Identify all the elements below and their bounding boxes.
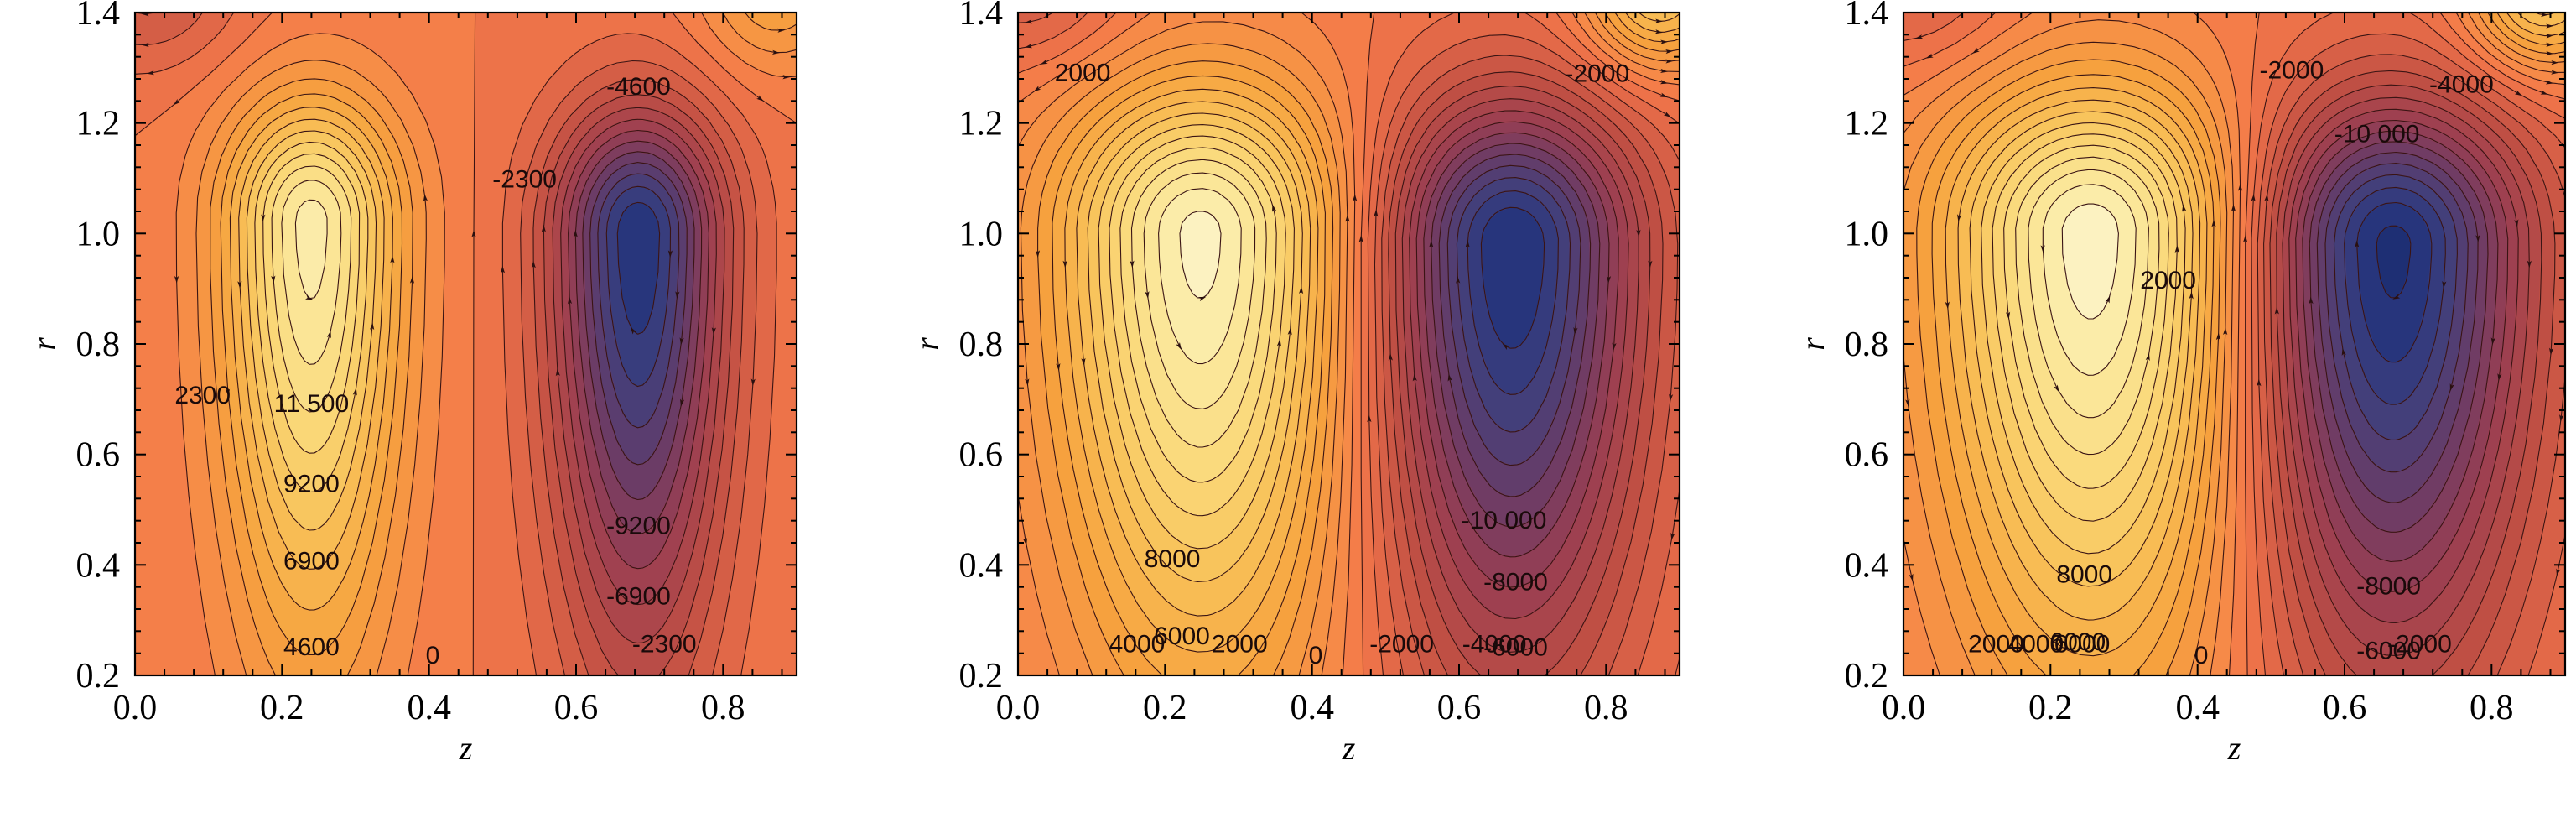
svg-text:6900: 6900 bbox=[283, 548, 340, 576]
svg-text:0.4: 0.4 bbox=[76, 546, 121, 585]
svg-text:0.4: 0.4 bbox=[2175, 689, 2220, 727]
svg-text:4600: 4600 bbox=[283, 633, 340, 661]
svg-text:0.6: 0.6 bbox=[1437, 689, 1482, 727]
svg-text:0: 0 bbox=[1309, 642, 1323, 669]
svg-text:0.2: 0.2 bbox=[260, 689, 304, 727]
svg-text:-6900: -6900 bbox=[606, 583, 671, 611]
svg-text:11 500: 11 500 bbox=[274, 390, 350, 418]
svg-text:1.4: 1.4 bbox=[1845, 0, 1889, 33]
svg-text:0.8: 0.8 bbox=[2470, 689, 2514, 727]
svg-text:1.4: 1.4 bbox=[76, 0, 121, 33]
svg-text:8000: 8000 bbox=[2056, 560, 2112, 588]
svg-text:8000: 8000 bbox=[1145, 545, 1201, 573]
svg-text:0.6: 0.6 bbox=[76, 436, 121, 475]
svg-text:0: 0 bbox=[2194, 642, 2209, 669]
svg-text:1.4: 1.4 bbox=[959, 0, 1004, 33]
svg-text:0.4: 0.4 bbox=[1845, 546, 1889, 585]
svg-text:9200: 9200 bbox=[283, 471, 340, 498]
svg-text:1.2: 1.2 bbox=[1845, 105, 1889, 143]
svg-text:-8000: -8000 bbox=[2356, 573, 2421, 601]
svg-text:r: r bbox=[25, 337, 63, 351]
svg-text:1.0: 1.0 bbox=[959, 215, 1004, 253]
svg-text:0.8: 0.8 bbox=[701, 689, 745, 727]
svg-text:4000: 4000 bbox=[1109, 630, 1166, 658]
svg-text:0.8: 0.8 bbox=[1584, 689, 1628, 727]
svg-text:0.6: 0.6 bbox=[554, 689, 599, 727]
svg-text:-4000: -4000 bbox=[1462, 630, 1527, 658]
svg-text:0.4: 0.4 bbox=[959, 546, 1004, 585]
svg-text:2000: 2000 bbox=[1055, 60, 1111, 87]
svg-text:0.8: 0.8 bbox=[959, 326, 1004, 364]
svg-text:2300: 2300 bbox=[174, 382, 231, 409]
svg-text:1.2: 1.2 bbox=[76, 105, 121, 143]
svg-text:0.2: 0.2 bbox=[959, 657, 1004, 695]
svg-text:0.2: 0.2 bbox=[1845, 657, 1889, 695]
svg-text:0.6: 0.6 bbox=[959, 436, 1004, 475]
svg-text:0.4: 0.4 bbox=[407, 689, 451, 727]
svg-text:-2000: -2000 bbox=[2387, 630, 2452, 658]
svg-text:-2300: -2300 bbox=[492, 165, 557, 193]
svg-text:-9200: -9200 bbox=[606, 512, 671, 539]
svg-text:-4600: -4600 bbox=[606, 73, 671, 101]
svg-text:0: 0 bbox=[426, 642, 440, 669]
svg-text:1.2: 1.2 bbox=[959, 105, 1004, 143]
svg-text:r: r bbox=[908, 337, 946, 351]
svg-text:0.2: 0.2 bbox=[1143, 689, 1187, 727]
svg-text:6000: 6000 bbox=[2054, 630, 2111, 658]
svg-text:0.8: 0.8 bbox=[76, 326, 121, 364]
svg-text:-2000: -2000 bbox=[2260, 56, 2324, 84]
svg-text:z: z bbox=[459, 729, 473, 767]
svg-text:-8000: -8000 bbox=[1483, 569, 1548, 596]
svg-text:-10 000: -10 000 bbox=[1462, 507, 1547, 534]
svg-text:0.2: 0.2 bbox=[76, 657, 121, 695]
svg-text:0.6: 0.6 bbox=[1845, 436, 1889, 475]
svg-text:0.6: 0.6 bbox=[2323, 689, 2367, 727]
svg-text:r: r bbox=[1794, 337, 1831, 351]
svg-text:z: z bbox=[1342, 729, 1356, 767]
svg-text:z: z bbox=[2227, 729, 2241, 767]
svg-text:1.0: 1.0 bbox=[76, 215, 121, 253]
svg-text:-2000: -2000 bbox=[1369, 630, 1434, 658]
svg-text:2000: 2000 bbox=[1212, 630, 1268, 658]
svg-text:1.0: 1.0 bbox=[1845, 215, 1889, 253]
svg-text:-2000: -2000 bbox=[1565, 60, 1629, 87]
svg-text:0.8: 0.8 bbox=[1845, 326, 1889, 364]
svg-text:0.4: 0.4 bbox=[1290, 689, 1334, 727]
svg-text:2000: 2000 bbox=[2140, 267, 2196, 294]
svg-text:-2300: -2300 bbox=[632, 630, 697, 658]
svg-text:0.2: 0.2 bbox=[2028, 689, 2073, 727]
svg-text:-4000: -4000 bbox=[2429, 71, 2494, 99]
svg-text:-10 000: -10 000 bbox=[2334, 121, 2420, 148]
